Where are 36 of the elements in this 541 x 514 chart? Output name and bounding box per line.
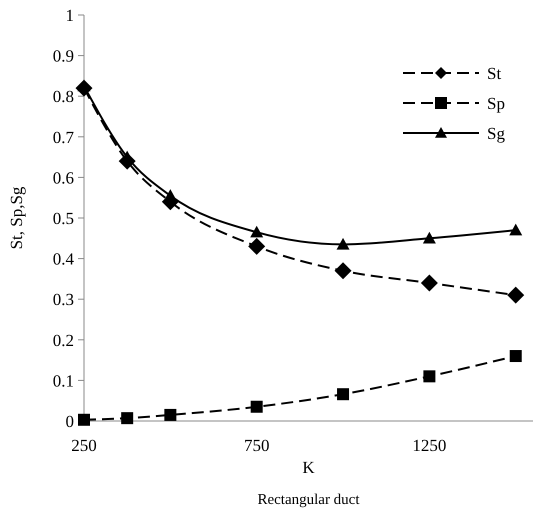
point [164,408,176,421]
point [250,226,264,238]
y-tick-label: 0.6 [52,168,74,188]
point [334,262,352,280]
point [510,350,522,362]
x-tick-label: 750 [244,436,270,455]
point [509,224,522,236]
legend-label: Sg [487,124,506,143]
point [250,400,263,413]
x-tick-label: 1250 [412,436,446,455]
x-tick-label: 250 [71,436,97,455]
legend-label: Sp [487,94,505,113]
point [423,370,436,382]
y-tick-label: 0.1 [52,371,74,390]
point [507,286,524,304]
y-axis-title: St, Sp,Sg [7,186,26,250]
y-tick-label: 0 [66,412,74,431]
point [248,238,266,255]
y-tick-label: 0.3 [52,290,74,310]
y-tick-label: 0.5 [52,208,74,228]
y-tick-label: 0.8 [52,87,74,106]
point [337,388,350,400]
point [78,414,90,426]
y-tick-label: 0.2 [52,330,74,350]
legend-label: St [487,64,502,83]
point [164,189,177,201]
point [121,412,134,424]
point [420,274,438,292]
y-tick-label: 1 [66,6,74,25]
text: Rectangular duct [257,492,360,508]
y-tick-label: 0.9 [52,46,74,66]
y-tick-label: 0.4 [52,250,74,269]
x-axis-title: K [302,458,316,477]
point [336,238,350,250]
point [422,232,436,244]
y-tick-label: 0.7 [52,128,74,147]
